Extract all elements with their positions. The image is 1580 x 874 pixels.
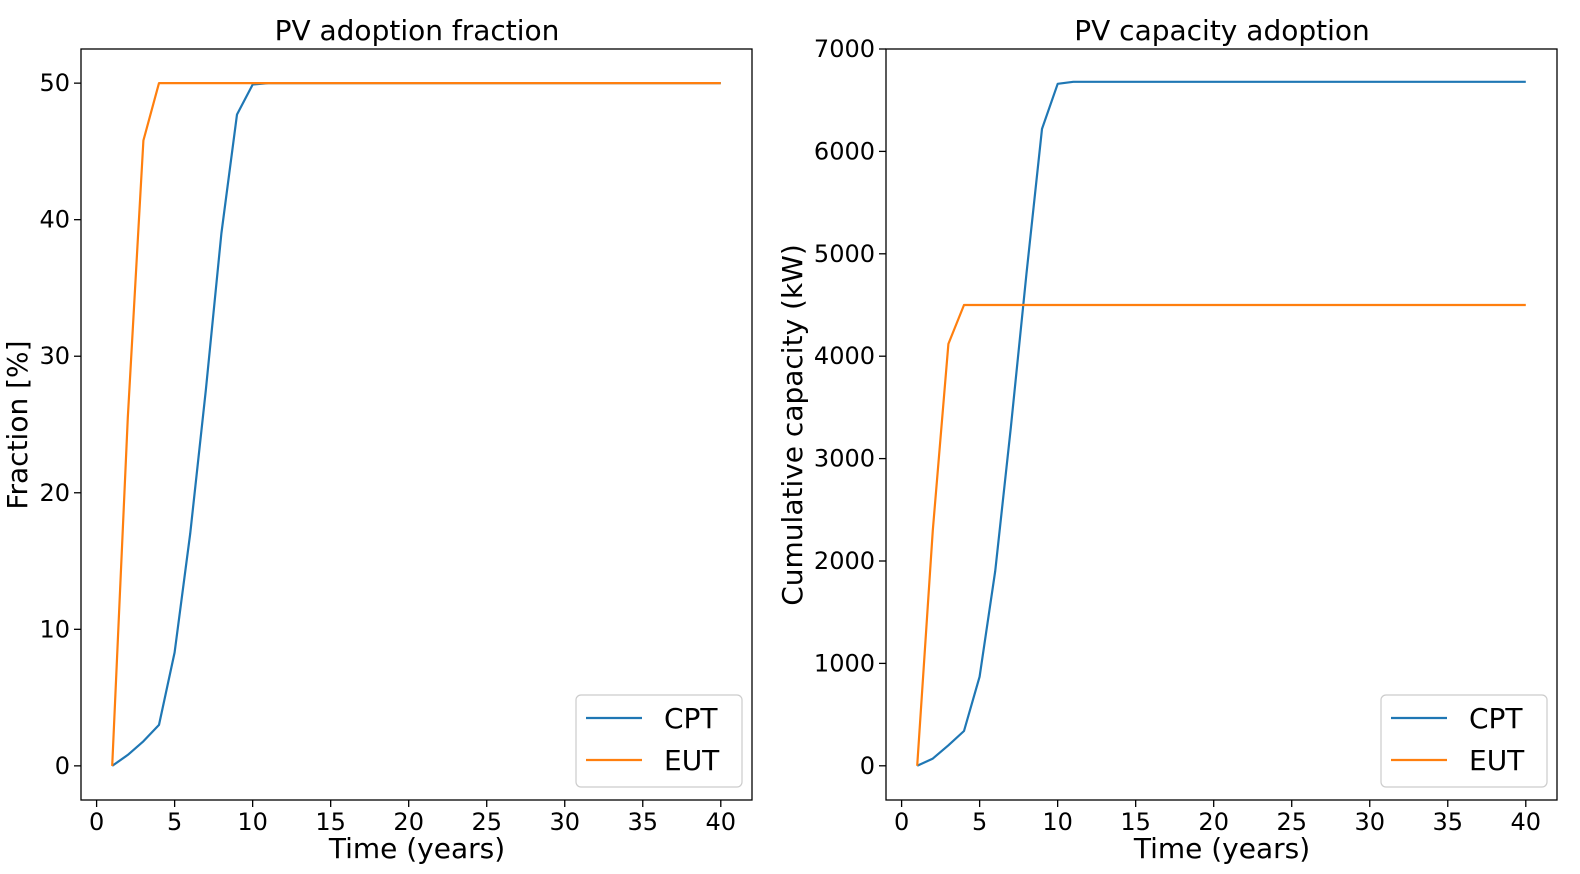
y-tick-label: 30: [39, 342, 70, 370]
x-tick-label: 15: [315, 808, 346, 836]
y-tick-label: 2000: [814, 547, 875, 575]
legend-label-eut: EUT: [664, 744, 720, 777]
legend: CPT EUT: [575, 694, 743, 788]
x-tick-label: 35: [627, 808, 658, 836]
y-axis-label: Fraction [%]: [1, 340, 34, 509]
x-tick-label: 25: [471, 808, 502, 836]
y-tick-label: 10: [39, 615, 70, 643]
plot-frame: [885, 48, 1558, 801]
series-line-eut: [916, 303, 1526, 766]
x-tick-label: 10: [237, 808, 268, 836]
x-tick-label: 40: [706, 808, 737, 836]
x-axis-label: Time (years): [1133, 832, 1310, 865]
y-tick-label: 0: [860, 752, 875, 780]
x-tick-label: 5: [972, 808, 987, 836]
y-tick-label: 4000: [814, 342, 875, 370]
series-line-eut: [111, 81, 721, 766]
series-line-cpt: [916, 80, 1526, 767]
legend: CPT EUT: [1380, 694, 1548, 788]
y-tick-label: 5000: [814, 240, 875, 268]
plot-frame: [80, 48, 753, 801]
y-tick-label: 50: [39, 69, 70, 97]
x-tick-label: 35: [1432, 808, 1463, 836]
x-tick-label: 20: [393, 808, 424, 836]
y-tick-label: 3000: [814, 445, 875, 473]
y-tick-label: 40: [39, 206, 70, 234]
y-tick-label: 7000: [814, 35, 875, 63]
legend-label-cpt: CPT: [1469, 702, 1523, 735]
legend-label-cpt: CPT: [664, 702, 718, 735]
x-tick-label: 25: [1276, 808, 1307, 836]
series-line-cpt: [111, 81, 721, 767]
y-tick-label: 6000: [814, 137, 875, 165]
legend-label-eut: EUT: [1469, 744, 1525, 777]
x-tick-label: 30: [1354, 808, 1385, 836]
chart-title: PV capacity adoption: [1074, 14, 1370, 47]
chart-pv-capacity-adoption: PV capacity adoption Time (years) Cumula…: [776, 14, 1558, 865]
y-tick-label: 1000: [814, 649, 875, 677]
chart-pv-adoption-fraction: PV adoption fraction Time (years) Fracti…: [1, 14, 753, 865]
chart-title: PV adoption fraction: [275, 14, 560, 47]
x-tick-label: 5: [167, 808, 182, 836]
x-tick-label: 0: [89, 808, 104, 836]
y-tick-label: 0: [55, 752, 70, 780]
x-tick-label: 10: [1042, 808, 1073, 836]
y-tick-label: 20: [39, 479, 70, 507]
x-tick-label: 0: [894, 808, 909, 836]
x-tick-label: 15: [1120, 808, 1151, 836]
x-tick-label: 20: [1198, 808, 1229, 836]
x-axis-label: Time (years): [328, 832, 505, 865]
x-tick-label: 40: [1511, 808, 1542, 836]
y-axis-label: Cumulative capacity (kW): [776, 244, 809, 606]
x-tick-label: 30: [549, 808, 580, 836]
